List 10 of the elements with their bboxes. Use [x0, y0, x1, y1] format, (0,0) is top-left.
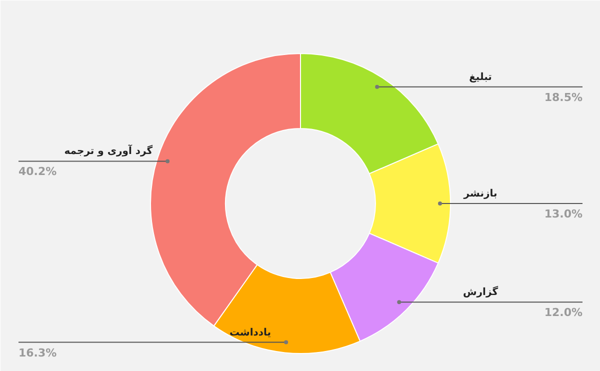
slice-label: بازنشر — [462, 188, 498, 200]
slice-label: گزارش — [462, 285, 498, 298]
slice-label: تبلیغ — [469, 72, 492, 83]
data-label: 12.0% — [544, 306, 583, 320]
data-label: 13.0% — [544, 208, 583, 220]
slice-label: یادداشت — [229, 327, 272, 338]
slice-label: گرد آوری و ترجمه — [64, 144, 153, 158]
data-label: 18.5% — [544, 90, 583, 104]
data-label: 40.2% — [18, 165, 57, 178]
data-label: 16.3% — [18, 346, 57, 360]
